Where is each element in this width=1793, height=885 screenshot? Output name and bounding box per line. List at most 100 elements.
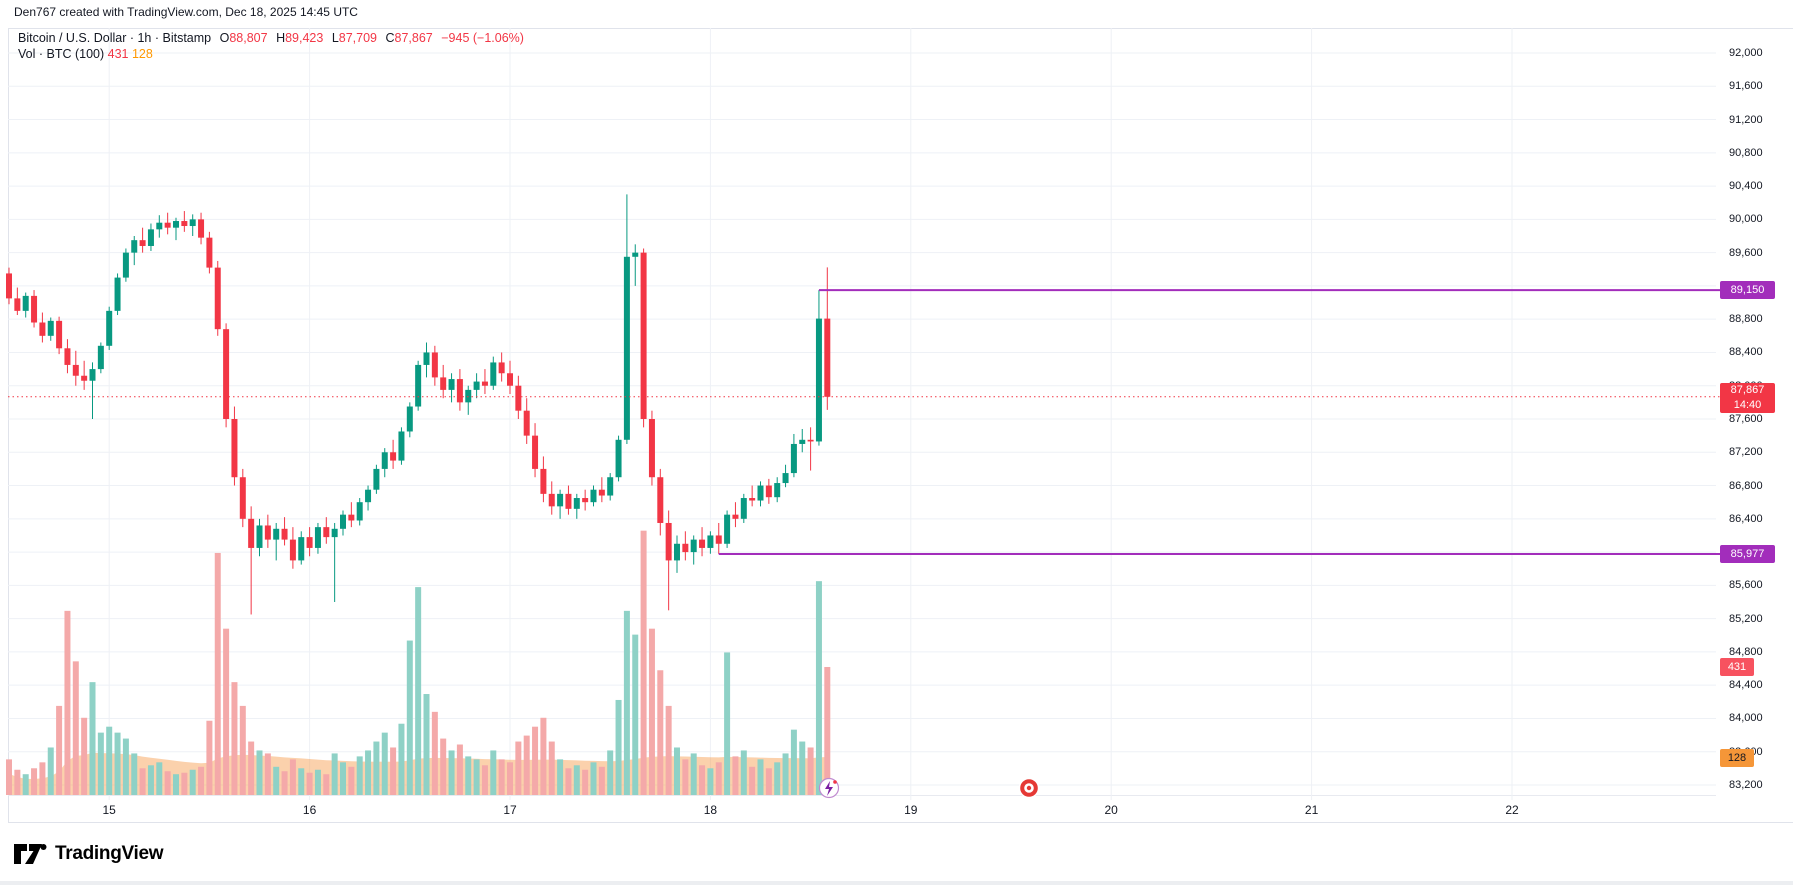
- volume-bar: [373, 741, 380, 795]
- candle-body: [715, 535, 722, 544]
- volume-bar: [56, 705, 63, 795]
- candle-body: [365, 489, 372, 503]
- candle-body: [431, 352, 438, 378]
- candle-body: [782, 473, 789, 484]
- flag-event-marker-icon[interactable]: [1018, 777, 1040, 799]
- volume-bar: [799, 741, 806, 795]
- volume-bar: [565, 768, 572, 795]
- candle-body: [39, 322, 46, 336]
- ohlc-close-value: 87,867: [394, 31, 433, 45]
- time-tick-label: 22: [1505, 803, 1519, 817]
- candle-body: [557, 493, 564, 507]
- tradingview-logo-icon: [14, 844, 47, 864]
- candle-body: [298, 537, 305, 561]
- volume-bar: [615, 699, 622, 795]
- volume-bar: [640, 530, 647, 795]
- candle-body: [398, 431, 405, 461]
- candle-body: [565, 493, 572, 509]
- volume-title[interactable]: Vol · BTC (100): [18, 47, 105, 61]
- lightning-event-marker-icon[interactable]: [818, 777, 840, 799]
- candle-body: [465, 389, 472, 403]
- volume-bar: [356, 756, 363, 795]
- current-volume-label: 431: [1720, 658, 1754, 676]
- candle-body: [523, 410, 530, 436]
- volume-bar: [515, 741, 522, 795]
- volume-bar: [423, 694, 430, 795]
- candle-body: [390, 452, 397, 461]
- volume-bar: [757, 759, 764, 795]
- volume-bar: [198, 766, 205, 795]
- time-axis-separator: [8, 795, 1716, 796]
- volume-bar: [331, 753, 338, 795]
- volume-bar: [348, 766, 355, 795]
- volume-bar: [707, 768, 714, 795]
- ohlc-close-label: C: [385, 31, 395, 45]
- volume-legend[interactable]: Vol · BTC (100) 431 128: [18, 47, 153, 61]
- candle-body: [632, 252, 639, 257]
- candle-body: [515, 385, 522, 411]
- volume-bar: [790, 729, 797, 795]
- candle-body: [590, 489, 597, 503]
- ohlc-high-label: H: [276, 31, 286, 45]
- horizontal-line-price-label-lower[interactable]: 85,977: [1720, 545, 1775, 563]
- symbol-title[interactable]: Bitcoin / U.S. Dollar · 1h · Bitstamp: [18, 31, 212, 45]
- volume-bar: [89, 682, 96, 795]
- candle-body: [807, 439, 814, 442]
- volume-bar: [582, 769, 589, 795]
- candle-body: [56, 320, 63, 349]
- volume-bar: [31, 768, 38, 795]
- volume-bar: [248, 741, 255, 795]
- candle-body: [114, 277, 121, 311]
- volume-bar: [273, 766, 280, 795]
- candle-body: [131, 240, 138, 253]
- volume-bar: [97, 732, 104, 795]
- price-tick-label: 88,400: [1729, 346, 1763, 359]
- volume-bar: [173, 774, 179, 795]
- volume-ma-value: 128: [131, 47, 153, 61]
- candle-body: [139, 240, 146, 246]
- tradingview-logo[interactable]: TradingView: [14, 843, 164, 865]
- candle-body: [31, 295, 38, 323]
- candle-body: [473, 381, 480, 390]
- candle-body: [815, 318, 822, 442]
- candle-body: [22, 295, 29, 311]
- candle-body: [6, 273, 12, 299]
- volume-bar: [39, 762, 46, 795]
- candle-body: [573, 498, 580, 509]
- volume-bar: [473, 759, 480, 795]
- candle-body: [757, 485, 764, 501]
- candle-body: [198, 219, 205, 238]
- candle-body: [373, 468, 380, 490]
- candle-body: [273, 528, 280, 540]
- candle-body: [740, 498, 747, 519]
- volume-bar: [690, 753, 697, 795]
- candle-body: [81, 375, 88, 381]
- candle-body: [724, 514, 731, 544]
- volume-bar: [465, 756, 472, 795]
- volume-bar: [824, 666, 831, 795]
- volume-bar: [632, 634, 639, 795]
- volume-bar: [765, 768, 772, 795]
- attribution-text: Den767 created with TradingView.com, Dec…: [14, 5, 358, 19]
- volume-bar: [782, 753, 789, 795]
- volume-bar: [540, 717, 547, 795]
- candle-body: [749, 498, 756, 501]
- time-tick-label: 19: [904, 803, 918, 817]
- symbol-legend[interactable]: Bitcoin / U.S. Dollar · 1h · Bitstamp O8…: [18, 31, 529, 45]
- volume-bar: [306, 772, 313, 795]
- volume-bar: [281, 771, 288, 795]
- volume-bar: [598, 766, 605, 795]
- candle-body: [206, 237, 213, 268]
- candle-body: [532, 435, 539, 469]
- volume-bar: [715, 762, 722, 795]
- candle-body: [122, 252, 129, 278]
- price-tick-label: 84,000: [1729, 712, 1763, 725]
- volume-bar: [807, 747, 814, 795]
- horizontal-line-price-label-upper[interactable]: 89,150: [1720, 281, 1775, 299]
- candle-body: [189, 219, 196, 227]
- candle-body: [239, 477, 246, 519]
- candle-body: [690, 539, 697, 553]
- candle-body: [173, 221, 179, 228]
